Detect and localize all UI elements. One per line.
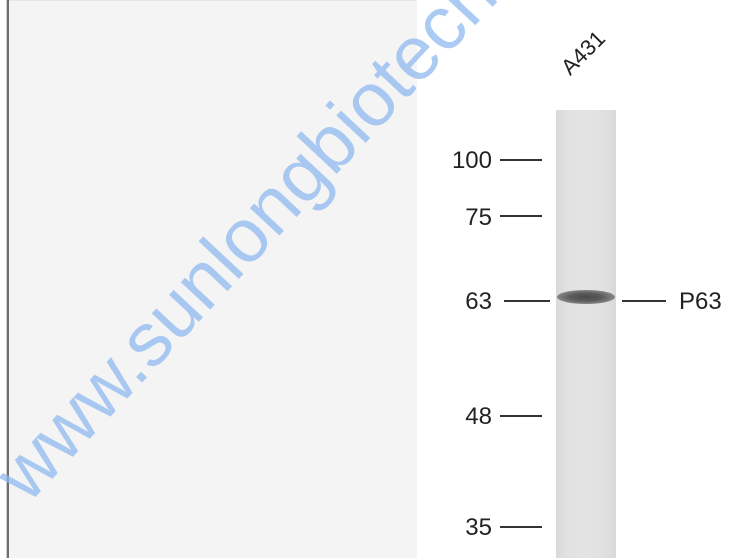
protein-band <box>557 290 615 304</box>
target-label: P63 <box>679 288 722 315</box>
marker-tick-63 <box>504 300 550 302</box>
marker-label-63: 63 <box>465 288 492 315</box>
target-tick <box>622 300 666 302</box>
sample-lane <box>556 110 616 558</box>
marker-tick-48 <box>500 415 542 417</box>
left-frame-line <box>7 0 9 558</box>
marker-label-75: 75 <box>465 204 492 231</box>
marker-tick-100 <box>500 159 542 161</box>
blank-panel <box>9 0 417 558</box>
marker-label-35: 35 <box>465 514 492 541</box>
marker-tick-75 <box>500 215 542 217</box>
marker-label-100: 100 <box>451 147 492 174</box>
marker-tick-35 <box>500 526 542 528</box>
left-frame <box>0 0 7 558</box>
marker-label-48: 48 <box>465 403 492 430</box>
